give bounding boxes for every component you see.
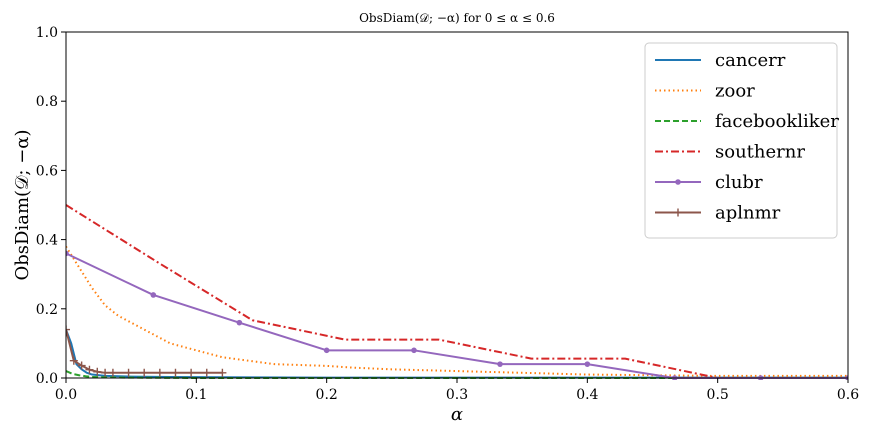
data-point [218, 368, 227, 377]
axes: 0.0 0.1 0.2 0.3 0.4 0.5 0.6 0.0 0.2 0.4 0.6 0.8 1.0 [36, 25, 859, 403]
x-tick-label: 0.4 [576, 387, 598, 403]
y-tick-label: 0.4 [36, 233, 58, 249]
data-point [584, 361, 591, 367]
legend-item-southernr: southernr [655, 142, 805, 163]
data-point [411, 347, 417, 354]
x-tick-label: 0.5 [707, 387, 729, 403]
legend-label: zoor [715, 81, 755, 102]
series-clubr [66, 250, 848, 380]
legend-marker [674, 208, 682, 217]
x-axis-label: α [451, 404, 463, 425]
data-point [101, 368, 110, 377]
series-line-southernr [66, 204, 848, 379]
legend-item-aplnmr: aplnmr [655, 203, 781, 224]
data-point [77, 361, 86, 370]
y-tick-label: 0.8 [36, 94, 58, 110]
series-southernr [66, 204, 848, 379]
legend-label: facebookliker [715, 111, 839, 132]
legend-label: southernr [715, 142, 805, 163]
series-line-zoor [66, 245, 848, 377]
legend-item-clubr: clubr [655, 172, 763, 193]
data-point [155, 368, 164, 377]
data-point [140, 368, 149, 377]
x-tick-label: 0.6 [837, 387, 859, 403]
data-point [108, 368, 117, 377]
legend-marker [675, 179, 681, 185]
y-tick-label: 0.6 [36, 163, 58, 179]
data-point [187, 368, 196, 377]
data-point [323, 347, 330, 354]
legend-item-cancerr: cancerr [655, 50, 786, 71]
data-point [66, 325, 70, 334]
legend-label: aplnmr [715, 203, 781, 224]
x-tick-label: 0.2 [316, 387, 338, 403]
data-point [69, 356, 78, 365]
legend-item-zoor: zoor [655, 81, 755, 102]
data-point [85, 365, 94, 374]
data-point [150, 292, 157, 298]
data-point [93, 367, 102, 376]
y-tick-label: 0.2 [36, 302, 58, 318]
data-point [66, 250, 69, 257]
chart-title: ObsDiam(𝒟; −α) for 0 ≤ α ≤ 0.6 [359, 11, 555, 25]
legend-label: cancerr [715, 50, 786, 71]
data-point [497, 361, 503, 367]
series-line-clubr [66, 252, 848, 379]
legend-label: clubr [715, 172, 763, 193]
legend-item-facebookliker: facebookliker [655, 111, 839, 132]
data-point [171, 368, 180, 377]
y-tick-label: 0.0 [36, 371, 58, 387]
x-tick-label: 0.1 [185, 387, 207, 403]
data-point [236, 319, 243, 326]
data-point [202, 368, 211, 377]
series-zoor [66, 245, 848, 377]
y-tick-label: 1.0 [36, 25, 58, 41]
series-aplnmr [66, 325, 227, 377]
legend: cancerr zoor facebookliker southernr clubr ap… [644, 42, 839, 239]
data-point [124, 368, 133, 377]
x-tick-label: 0.0 [55, 387, 77, 403]
y-axis-label: ObsDiam(𝒟; −α) [12, 130, 33, 281]
legend-box [644, 42, 838, 239]
series-line-cancerr [66, 329, 848, 379]
series-cancerr [66, 329, 848, 379]
x-tick-label: 0.3 [446, 387, 468, 403]
